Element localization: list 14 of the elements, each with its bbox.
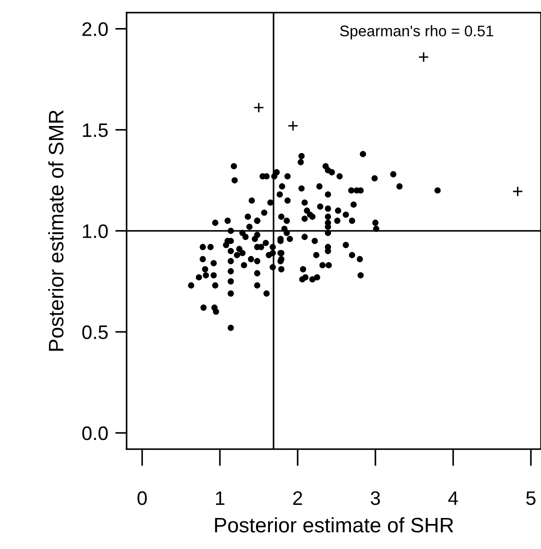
x-tick-label: 5 <box>526 491 536 506</box>
y-tick-label: 2.0 <box>82 22 108 36</box>
y-tick-label: 1.5 <box>82 123 108 138</box>
y-tick-label: 0.0 <box>82 426 108 440</box>
x-tick-label: 0 <box>137 491 147 506</box>
x-tick-label: 4 <box>448 491 458 505</box>
x-tick-label: 3 <box>370 491 380 506</box>
x-axis-title: Posterior estimate of SHR <box>215 517 454 533</box>
y-tick-label: 0.5 <box>82 325 108 340</box>
annotation: Spearman's rho = 0.51 <box>340 25 494 40</box>
x-tick-label: 2 <box>293 491 302 505</box>
y-axis-title: Posterior estimate of SMR <box>48 110 64 351</box>
x-tick-label: 1 <box>216 491 224 505</box>
y-tick-label: 1.0 <box>82 224 108 238</box>
